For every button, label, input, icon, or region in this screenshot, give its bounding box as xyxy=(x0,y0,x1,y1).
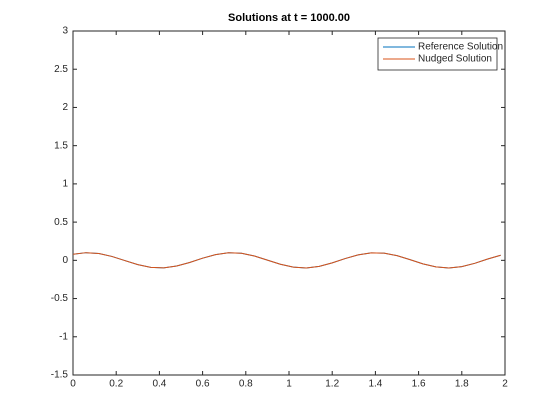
legend-label: Reference Solution xyxy=(418,42,503,53)
axes-box xyxy=(72,30,506,376)
chart-title: Solutions at t = 1000.00 xyxy=(228,12,350,24)
legend-label: Nudged Solution xyxy=(418,54,492,65)
series-line xyxy=(72,252,501,269)
y-tick-label: -0.5 xyxy=(51,293,69,304)
x-tick-label: 1.4 xyxy=(368,379,382,390)
x-tick-label: 2 xyxy=(502,379,508,390)
x-tick-label: 0.8 xyxy=(239,379,253,390)
y-tick-label: -1 xyxy=(59,331,68,342)
y-tick-label: 3 xyxy=(62,26,68,37)
x-tick-label: 1.2 xyxy=(325,379,339,390)
y-tick-label: 2.5 xyxy=(54,64,68,75)
y-tick-label: 0.5 xyxy=(54,217,68,228)
y-tick-label: 2 xyxy=(62,102,68,113)
legend-box xyxy=(377,37,498,71)
y-tick-label: 0 xyxy=(62,255,68,266)
y-tick-label: 1.5 xyxy=(54,140,68,151)
x-tick-label: 1.8 xyxy=(455,379,469,390)
x-tick-label: 0 xyxy=(70,379,76,390)
y-tick-label: -1.5 xyxy=(51,370,69,381)
x-tick-label: 1.6 xyxy=(412,379,426,390)
x-tick-label: 0.4 xyxy=(152,379,166,390)
x-tick-label: 1 xyxy=(286,379,292,390)
x-tick-label: 0.6 xyxy=(196,379,210,390)
y-tick-label: 1 xyxy=(62,179,68,190)
x-tick-label: 0.2 xyxy=(109,379,123,390)
